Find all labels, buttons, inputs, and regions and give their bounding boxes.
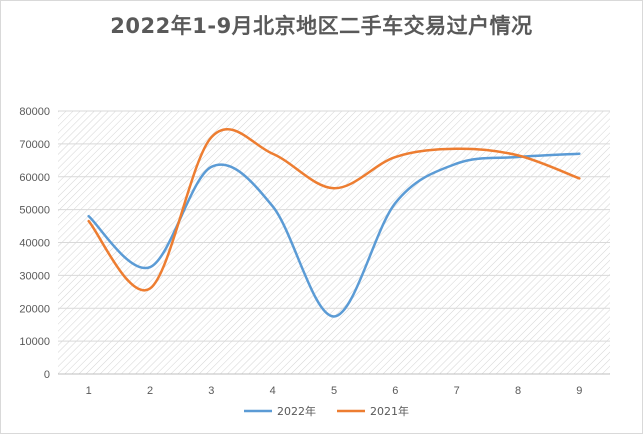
x-tick-label: 2 xyxy=(147,385,153,397)
x-tick-label: 6 xyxy=(392,385,398,397)
x-tick-label: 7 xyxy=(454,385,460,397)
y-tick-label: 0 xyxy=(44,369,50,381)
x-tick-label: 1 xyxy=(86,385,92,397)
chart-title: 2022年1-9月北京地区二手车交易过户情况 xyxy=(110,14,533,38)
x-tick-label: 5 xyxy=(331,385,337,397)
y-tick-label: 20000 xyxy=(19,303,50,315)
y-tick-label: 70000 xyxy=(19,139,50,151)
series-line-1 xyxy=(87,152,581,318)
x-tick-label: 4 xyxy=(270,385,276,397)
x-tick-label: 3 xyxy=(208,385,214,397)
legend-label: 2021年 xyxy=(370,404,409,418)
y-tick-label: 40000 xyxy=(19,238,50,250)
y-tick-label: 50000 xyxy=(19,205,50,217)
y-tick-label: 30000 xyxy=(19,270,50,282)
y-tick-label: 10000 xyxy=(19,336,50,348)
y-tick-label: 80000 xyxy=(19,106,50,118)
series-line-2 xyxy=(87,128,581,292)
y-tick-label: 60000 xyxy=(19,172,50,184)
legend-label: 2022年 xyxy=(277,404,316,418)
x-tick-label: 8 xyxy=(515,385,521,397)
x-tick-label: 9 xyxy=(576,385,582,397)
